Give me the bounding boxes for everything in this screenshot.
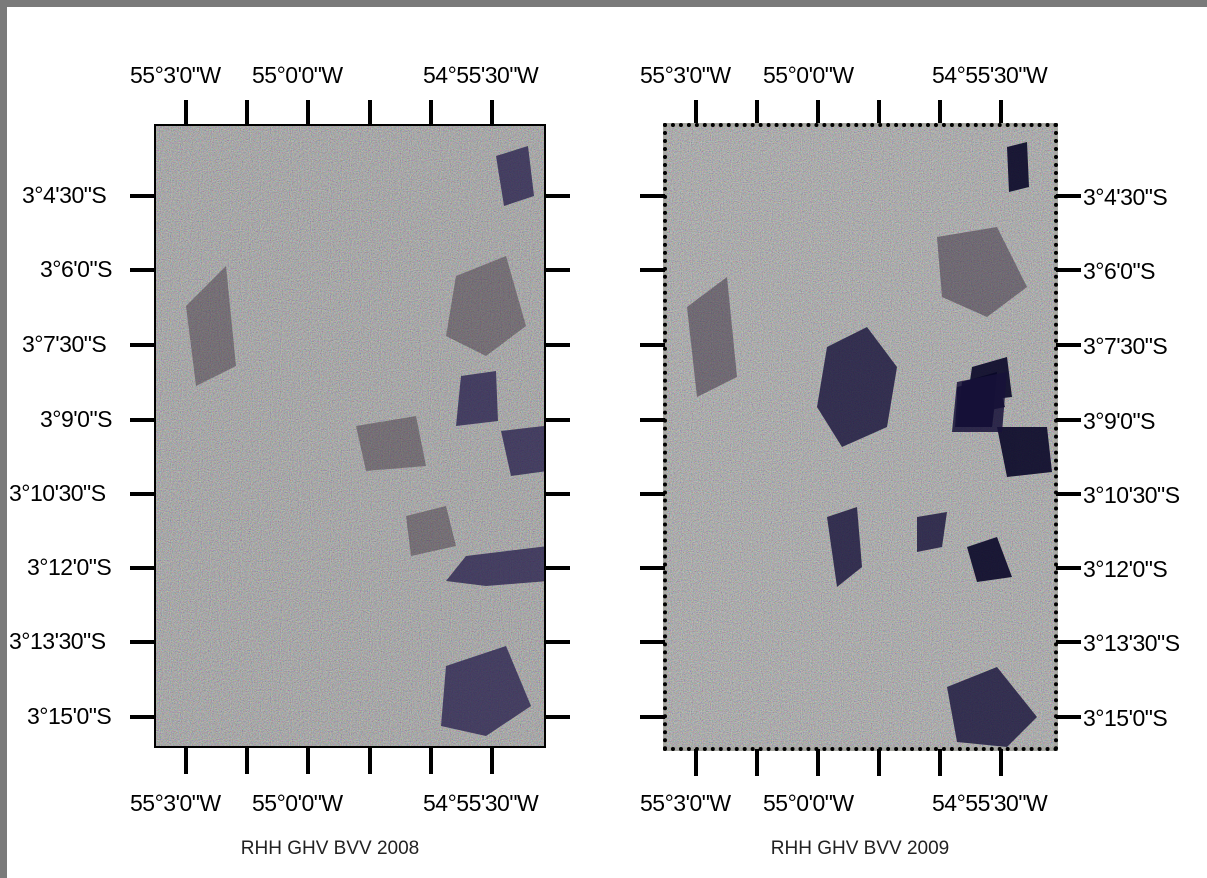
lat-tick — [1056, 418, 1081, 422]
lon-top-label-1: 55°3'0"W — [640, 62, 731, 88]
lon-tick — [184, 747, 188, 774]
lat-tick — [544, 566, 570, 570]
lat-tick — [130, 566, 156, 570]
sar-image-2009 — [663, 123, 1058, 751]
lat-label: 3°6'0"S — [40, 256, 112, 282]
lat-tick — [130, 418, 156, 422]
lat-tick — [130, 492, 156, 496]
lon-top-label-3: 54°55'30"W — [932, 62, 1048, 88]
lat-tick — [640, 268, 665, 272]
lat-label: 3°4'30"S — [22, 182, 107, 208]
lat-label: 3°15'0"S — [1083, 705, 1168, 731]
map-caption: RHH GHV BVV 2009 — [770, 838, 950, 859]
lon-tick — [755, 100, 759, 125]
lat-tick — [130, 268, 156, 272]
lat-tick — [1056, 492, 1081, 496]
lon-top-label-2: 55°0'0"W — [763, 62, 854, 88]
lon-tick — [245, 747, 249, 774]
lat-tick — [1056, 566, 1081, 570]
lat-tick — [1056, 715, 1081, 719]
lon-tick — [755, 749, 759, 776]
lat-tick — [544, 715, 570, 719]
lon-tick — [816, 100, 820, 125]
lat-tick — [544, 492, 570, 496]
lat-tick — [130, 640, 156, 644]
lat-tick — [1056, 343, 1081, 347]
lon-tick — [245, 100, 249, 125]
lon-tick — [490, 747, 494, 774]
lat-label: 3°10'30"S — [1083, 482, 1180, 508]
lat-label: 3°7'30"S — [1083, 333, 1168, 359]
lon-top-label-2: 55°0'0"W — [252, 62, 343, 88]
lon-tick — [999, 749, 1003, 776]
lon-bottom-label-2: 55°0'0"W — [252, 790, 343, 816]
lat-label: 3°13'30"S — [1083, 630, 1180, 656]
lat-label: 3°10'30"S — [9, 480, 106, 506]
lat-tick — [130, 343, 156, 347]
lon-tick — [490, 100, 494, 125]
lon-tick — [999, 100, 1003, 125]
lon-tick — [429, 100, 433, 125]
lon-tick — [306, 747, 310, 774]
lat-tick — [1056, 268, 1081, 272]
lon-top-label-3: 54°55'30"W — [423, 62, 539, 88]
lat-tick — [640, 343, 665, 347]
lat-tick — [544, 343, 570, 347]
lat-tick — [544, 268, 570, 272]
lat-tick — [640, 194, 665, 198]
lat-label: 3°9'0"S — [40, 406, 112, 432]
lat-tick — [640, 715, 665, 719]
lat-label: 3°12'0"S — [27, 554, 112, 580]
lon-tick — [694, 749, 698, 776]
lon-tick — [306, 100, 310, 125]
lon-tick — [694, 100, 698, 125]
lon-tick — [368, 100, 372, 125]
lat-tick — [640, 418, 665, 422]
lat-tick — [1056, 194, 1081, 198]
lat-label: 3°15'0"S — [27, 703, 112, 729]
lat-tick — [544, 194, 570, 198]
lat-tick — [1056, 640, 1081, 644]
lat-label: 3°12'0"S — [1083, 556, 1168, 582]
lon-bottom-label-1: 55°3'0"W — [130, 790, 221, 816]
sar-texture-2008 — [156, 126, 544, 746]
lat-tick — [640, 566, 665, 570]
lon-top-label-1: 55°3'0"W — [130, 62, 221, 88]
map-caption: RHH GHV BVV 2008 — [240, 838, 420, 859]
lat-tick — [640, 492, 665, 496]
lat-tick — [130, 715, 156, 719]
lon-tick — [816, 749, 820, 776]
sar-texture-2009 — [667, 127, 1054, 747]
lon-tick — [368, 747, 372, 774]
lat-label: 3°4'30"S — [1083, 184, 1168, 210]
lat-tick — [544, 640, 570, 644]
lat-label: 3°6'0"S — [1083, 258, 1155, 284]
lat-label: 3°7'30"S — [22, 331, 107, 357]
lat-tick — [130, 194, 156, 198]
lat-tick — [544, 418, 570, 422]
lon-tick — [877, 749, 881, 776]
lon-bottom-label-2: 55°0'0"W — [763, 790, 854, 816]
lat-label: 3°9'0"S — [1083, 408, 1155, 434]
lon-tick — [429, 747, 433, 774]
lon-tick — [877, 100, 881, 125]
lat-label: 3°13'30"S — [9, 628, 106, 654]
lon-tick — [938, 100, 942, 125]
lon-bottom-label-3: 54°55'30"W — [932, 790, 1048, 816]
lon-bottom-label-1: 55°3'0"W — [640, 790, 731, 816]
lon-tick — [938, 749, 942, 776]
lon-bottom-label-3: 54°55'30"W — [423, 790, 539, 816]
sar-image-2008 — [154, 124, 546, 748]
lon-tick — [184, 100, 188, 125]
lat-tick — [640, 640, 665, 644]
